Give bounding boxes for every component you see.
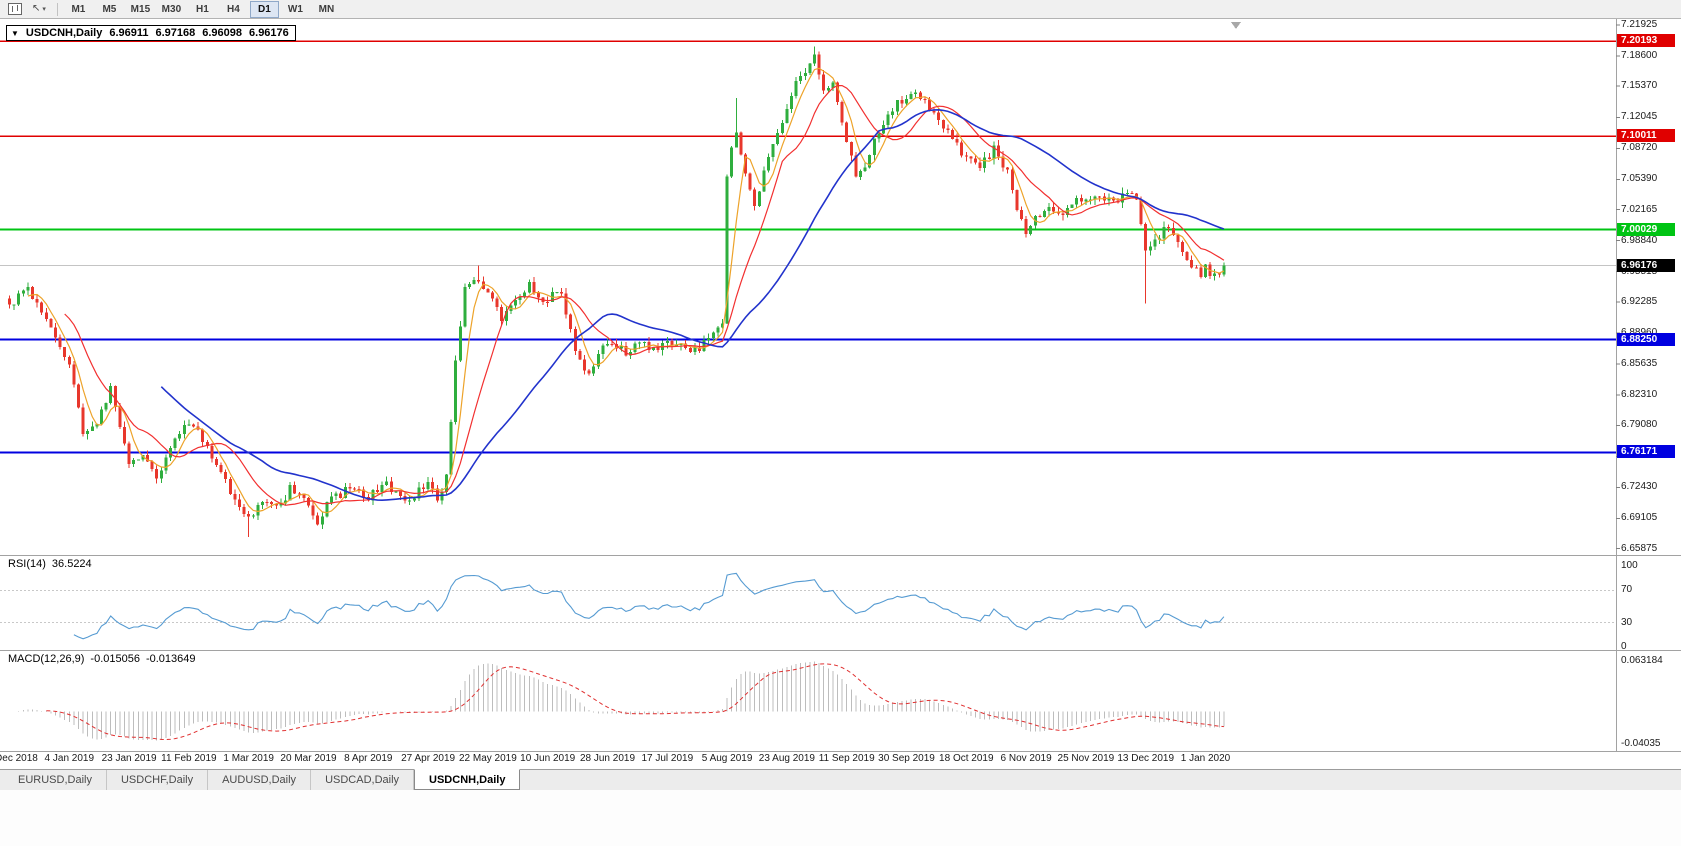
chart-tab-usdchf[interactable]: USDCHF,Daily (107, 770, 209, 790)
chart-tab-usdcnh[interactable]: USDCNH,Daily (414, 769, 521, 790)
price-axis-label: 6.98840 (1621, 234, 1658, 246)
chart-tab-usdcad[interactable]: USDCAD,Daily (311, 770, 415, 790)
time-axis-label: 10 Jun 2019 (520, 753, 576, 764)
ma-34-line (160, 108, 1225, 502)
price-axis-label: 6.79080 (1621, 419, 1658, 431)
chart-window-icon (8, 3, 22, 15)
toolbar: ↖ ▾ M1 M5 M15 M30 H1 H4 D1 W1 MN (0, 0, 1681, 19)
timeframe-group: M1 M5 M15 M30 H1 H4 D1 W1 MN (63, 0, 342, 18)
macd-histogram (18, 661, 1225, 741)
time-axis-label: 22 May 2019 (458, 753, 517, 764)
timeframe-button-d1[interactable]: D1 (249, 0, 279, 18)
time-axis-label: 6 Nov 2019 (1000, 753, 1052, 764)
chart-tab-audusd[interactable]: AUDUSD,Daily (208, 770, 312, 790)
timeframe-button-h4[interactable]: H4 (227, 3, 240, 15)
collapse-arrow-icon[interactable]: ▼ (11, 28, 19, 38)
rsi-axis-label: 70 (1621, 584, 1633, 596)
time-axis-label: 25 Nov 2019 (1057, 753, 1115, 764)
time-axis-label: 17 Jul 2019 (641, 753, 694, 764)
price-axis-label: 6.69105 (1621, 512, 1658, 524)
macd-axis-label: 0.063184 (1621, 655, 1663, 666)
chart-window-button[interactable] (4, 0, 26, 18)
price-tag-7.10011: 7.10011 (1617, 129, 1675, 143)
time-axis-label: 1 Mar 2019 (223, 753, 274, 764)
price-axis-label: 7.02165 (1621, 203, 1658, 215)
cursor-tool-icon: ↖ (32, 3, 41, 14)
macd-axis-label: -0.04035 (1621, 738, 1661, 749)
time-axis-label: 20 Mar 2019 (280, 753, 337, 764)
dropdown-arrow-icon: ▾ (42, 6, 46, 13)
price-tag-6.96176: 6.96176 (1617, 258, 1675, 272)
timeframe-button-m1[interactable]: M1 (71, 3, 86, 15)
ma-5-line (27, 67, 1225, 514)
chart-canvas[interactable] (0, 19, 1681, 752)
time-axis-label: 18 Oct 2019 (939, 753, 994, 764)
rsi-axis-label: 100 (1621, 560, 1638, 571)
price-axis-label: 7.18600 (1621, 50, 1658, 62)
price-axis-label: 6.82310 (1621, 389, 1658, 401)
time-axis-label: 11 Feb 2019 (161, 753, 217, 764)
symbol-title-box: ▼ USDCNH,Daily 6.96911 6.97168 6.96098 6… (6, 25, 296, 41)
timeframe-button-m30[interactable]: M30 (161, 3, 182, 15)
rsi-line (73, 572, 1225, 640)
price-axis-label: 7.08720 (1621, 142, 1658, 154)
toolbar-separator (56, 2, 58, 16)
time-axis-label: 13 Dec 2019 (1117, 753, 1175, 764)
macd-indicator-label: MACD(12,26,9) -0.015056 -0.013649 (8, 653, 196, 665)
ohlc-open: 6.96911 (109, 27, 149, 39)
price-tag-7.20193: 7.20193 (1617, 34, 1675, 48)
rsi-axis-label: 30 (1621, 616, 1633, 628)
candles-layer (8, 46, 1226, 538)
time-axis-label: 23 Aug 2019 (758, 753, 815, 764)
macd-signal-line (46, 663, 1224, 741)
chart-tab-eurusd[interactable]: EURUSD,Daily (4, 770, 107, 790)
price-axis-label: 7.05390 (1621, 173, 1658, 185)
price-tag-7.00029: 7.00029 (1617, 222, 1675, 236)
timeframe-button-h1[interactable]: H1 (196, 3, 209, 15)
rsi-indicator-label: RSI(14) 36.5224 (8, 558, 92, 570)
window-background (0, 790, 1681, 846)
price-axis-label: 6.92285 (1621, 295, 1658, 307)
timeframe-button-mn[interactable]: MN (318, 3, 335, 15)
price-axis-label: 7.15370 (1621, 80, 1658, 92)
time-axis-label: 11 Sep 2019 (818, 753, 875, 764)
price-axis-label: 6.85635 (1621, 358, 1658, 370)
ma-13-line (64, 84, 1225, 506)
symbol-label: USDCNH,Daily (25, 27, 103, 39)
macd-label: MACD(12,26,9) (8, 653, 85, 665)
price-axis-label: 7.21925 (1621, 19, 1658, 30)
time-axis-label: 4 Jan 2019 (44, 753, 95, 764)
time-axis-label: 30 Sep 2019 (878, 753, 935, 764)
timeframe-button-w1[interactable]: W1 (287, 3, 303, 15)
macd-signal-value: -0.013649 (145, 653, 196, 665)
time-axis-label: 23 Jan 2019 (101, 753, 157, 764)
price-axis-label: 6.72430 (1621, 481, 1658, 493)
price-axis-label: 6.88960 (1621, 327, 1657, 338)
time-axis-label: 5 Aug 2019 (701, 753, 753, 764)
moving-averages-layer (27, 67, 1225, 514)
timeframe-button-m5[interactable]: M5 (102, 3, 117, 15)
rsi-value: 36.5224 (51, 558, 92, 570)
price-tag-6.76171: 6.76171 (1617, 445, 1675, 459)
chart-tabs: EURUSD,Daily USDCHF,Daily AUDUSD,Daily USDC… (0, 769, 1681, 790)
price-axis-label: 6.65875 (1621, 542, 1658, 554)
rsi-axis-label: 0 (1621, 641, 1627, 652)
rsi-label: RSI(14) (8, 558, 46, 570)
time-axis-label: 8 Apr 2019 (344, 753, 393, 764)
time-axis-label: 27 Apr 2019 (401, 753, 456, 764)
time-axis-label: 28 Jun 2019 (579, 753, 636, 764)
time-axis-label: 17 Dec 2018 (0, 753, 38, 764)
timeframe-button-m15[interactable]: M15 (130, 3, 151, 15)
ohlc-high: 6.97168 (155, 27, 196, 39)
chart-shift-marker-icon[interactable] (1231, 22, 1241, 29)
ohlc-close: 6.96176 (249, 27, 289, 39)
price-axis-label: 7.12045 (1621, 111, 1658, 123)
price-tag-6.88250: 6.88250 (1617, 332, 1675, 346)
cursor-tool-button[interactable]: ↖ ▾ (28, 0, 50, 18)
ohlc-low: 6.96098 (202, 27, 243, 39)
time-axis-label: 1 Jan 2020 (1180, 753, 1231, 764)
macd-main-value: -0.015056 (90, 653, 140, 665)
